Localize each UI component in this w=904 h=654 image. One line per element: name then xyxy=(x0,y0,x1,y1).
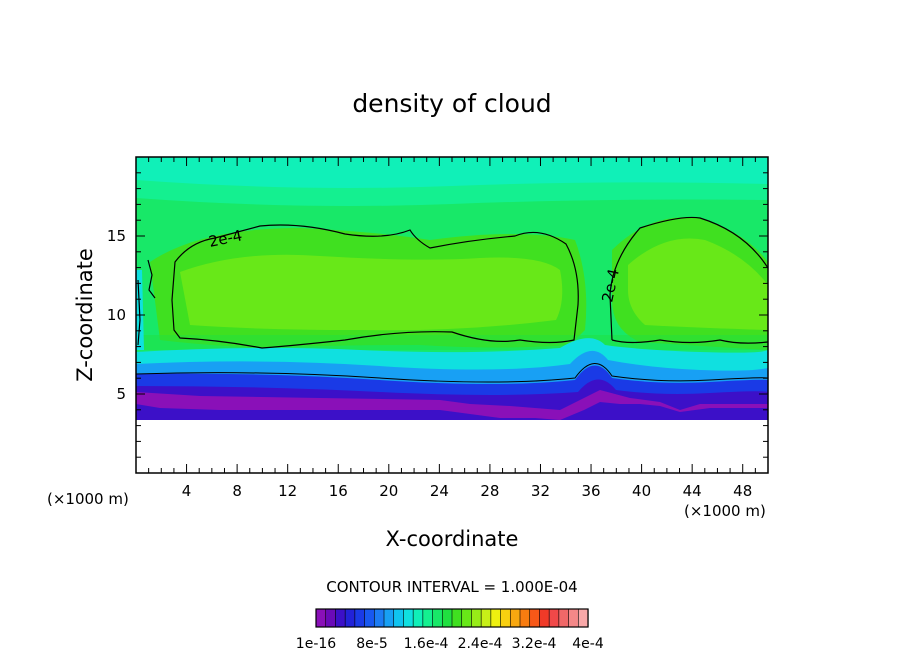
contour-line-left-edge xyxy=(137,259,156,346)
colorbar-swatch xyxy=(480,608,492,628)
x-tick-label: 4 xyxy=(182,482,192,500)
colorbar-swatch xyxy=(471,608,482,628)
x-tick-label: 16 xyxy=(329,482,348,500)
colorbar-tick-label: 2.4e-4 xyxy=(458,636,503,652)
y-axis: 5 10 15 xyxy=(107,172,768,458)
colorbar-swatch xyxy=(500,608,511,628)
colorbar-swatch xyxy=(325,608,337,628)
colorbar-swatch xyxy=(558,608,570,628)
field-band-purple xyxy=(136,390,768,420)
colorbar-swatch xyxy=(509,608,521,628)
x-axis: 4 8 12 16 20 24 28 32 36 40 44 48 xyxy=(148,157,756,500)
contour-line-2e-4-right xyxy=(609,216,768,344)
plot-area: 2e-4 2e-4 xyxy=(136,157,768,473)
x-unit-right: (×1000 m) xyxy=(684,502,766,520)
x-tick-label: 40 xyxy=(632,482,651,500)
colorbar-swatch xyxy=(529,608,541,628)
chart-title: density of cloud xyxy=(352,89,551,118)
colorbar-swatch xyxy=(432,608,443,628)
colorbar-tick-label: 1e-16 xyxy=(296,636,336,652)
colorbar-swatch xyxy=(383,608,395,628)
colorbar-swatch xyxy=(315,608,327,628)
contour-line-lower xyxy=(136,363,768,383)
field-band-lime-right xyxy=(628,238,768,330)
x-tick-label: 20 xyxy=(379,482,398,500)
x-axis-label: X-coordinate xyxy=(386,527,519,551)
y-tick-label: 10 xyxy=(107,306,126,324)
colorbar-tick-label: 4e-4 xyxy=(572,636,604,652)
colorbar-swatch xyxy=(490,608,502,628)
colorbar-swatch xyxy=(568,608,579,628)
colorbar-swatch xyxy=(548,608,560,628)
colorbar-swatch xyxy=(441,608,453,628)
y-axis-label: Z-coordinate xyxy=(73,248,97,382)
x-tick-label: 28 xyxy=(480,482,499,500)
x-tick-label: 36 xyxy=(581,482,600,500)
y-tick-label: 15 xyxy=(107,227,126,245)
colorbar-swatch xyxy=(451,608,463,628)
colorbar-swatch xyxy=(422,608,434,628)
x-tick-label: 44 xyxy=(683,482,702,500)
x-tick-label: 8 xyxy=(232,482,242,500)
colorbar-swatch xyxy=(577,608,589,628)
colorbar-swatch xyxy=(539,608,550,628)
x-tick-label: 12 xyxy=(278,482,297,500)
x-tick-label: 32 xyxy=(531,482,550,500)
colorbar-frame xyxy=(315,608,589,628)
x-tick-label: 48 xyxy=(733,482,752,500)
colorbar: 1e-16 8e-5 1.6e-4 2.4e-4 3.2e-4 4e-4 xyxy=(296,608,604,652)
colorbar-swatch xyxy=(519,608,531,628)
colorbar-swatch xyxy=(393,608,405,628)
x-unit-left: (×1000 m) xyxy=(47,490,129,508)
colorbar-swatch xyxy=(412,608,424,628)
contour-interval-label: CONTOUR INTERVAL = 1.000E-04 xyxy=(326,578,577,596)
colorbar-tick-label: 3.2e-4 xyxy=(512,636,557,652)
colorbar-swatch xyxy=(461,608,473,628)
y-tick-label: 5 xyxy=(116,385,126,403)
colorbar-swatch xyxy=(344,608,356,628)
colorbar-swatch xyxy=(373,608,385,628)
x-tick-label: 24 xyxy=(430,482,449,500)
colorbar-tick-label: 8e-5 xyxy=(356,636,387,652)
colorbar-swatch xyxy=(403,608,414,628)
colorbar-swatch xyxy=(354,608,366,628)
colorbar-swatch xyxy=(335,608,346,628)
field-band-lime xyxy=(180,254,563,331)
colorbar-swatch xyxy=(364,608,375,628)
contour-line-2e-4-left xyxy=(171,224,579,349)
colorbar-tick-label: 1.6e-4 xyxy=(404,636,449,652)
